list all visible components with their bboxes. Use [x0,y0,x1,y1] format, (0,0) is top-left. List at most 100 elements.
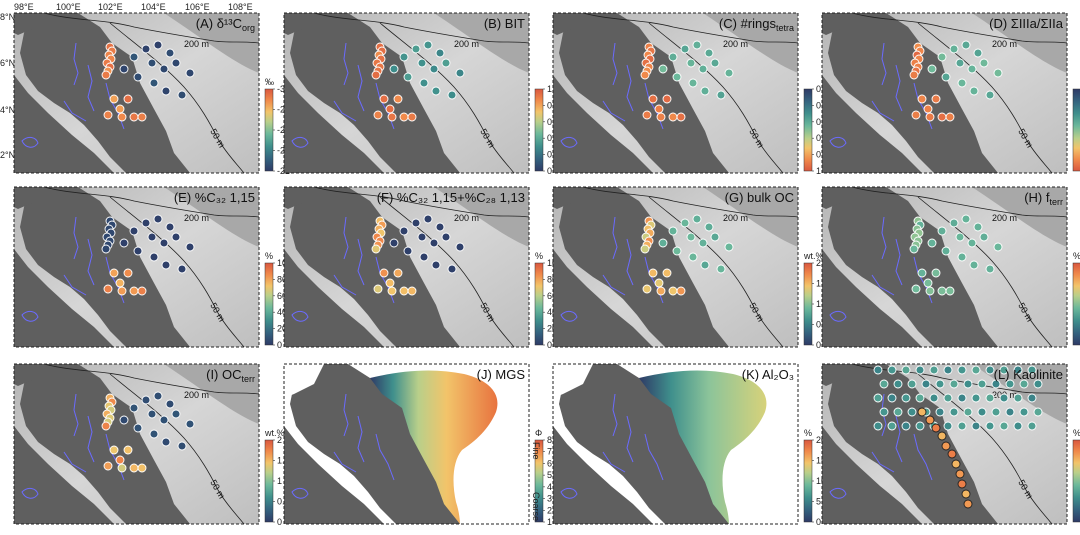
panel-title: (F) %C₃₂ 1,15+%C₂₈ 1,13 [377,190,525,205]
river [871,451,895,473]
station-marker [873,365,883,375]
station-marker [165,399,175,409]
station-marker [133,246,143,256]
station-marker [1027,421,1037,431]
station-marker [973,222,983,232]
river [343,393,349,437]
station-marker [387,112,397,122]
station-marker [119,238,129,248]
river [73,216,79,260]
map-area: 200 m50 m [553,187,798,347]
lake-outline [829,487,847,499]
map-area: 200 m50 m [14,187,259,347]
station-marker [109,94,119,104]
contour-label-200m: 200 m [184,39,209,49]
station-marker [999,393,1009,403]
station-marker [893,407,903,417]
panel-title: (K) Al₂O₃ [742,367,794,382]
river [895,64,903,112]
panel-title: (A) δ¹³Corg [196,16,255,33]
colorbar-tick-label: 60 [277,291,287,301]
colorbar-gradient [264,262,274,346]
panel-frame [821,186,1068,348]
station-marker [937,431,947,441]
station-marker [943,365,953,375]
station-marker [129,52,139,62]
panel-frame [283,363,530,525]
contour-label-200m: 200 m [723,213,748,223]
deep-sea [434,187,529,247]
station-marker [379,94,389,104]
deep-sea [164,13,259,73]
station-marker [115,455,125,465]
station-marker [379,268,389,278]
colorbar-unit: Φ [535,428,542,438]
station-marker [455,68,465,78]
contour-200m [582,13,798,44]
river [626,238,634,286]
station-marker [1019,407,1029,417]
station-marker [447,90,457,100]
lon-label: 100°E [56,2,81,12]
station-marker [423,214,433,224]
lon-labels: 98°E 100°E 102°E 104°E 106°E 108°E [14,2,253,12]
deep-sea [434,13,529,73]
colorbar-tick-label: 0 [547,166,552,176]
deep-sea [703,13,798,73]
colorbar-tick-label: 2 [277,435,282,445]
station-marker [961,489,971,499]
station-marker [177,264,187,274]
station-marker [1027,365,1037,375]
station-marker [977,379,987,389]
colorbar-gradient [1072,88,1080,172]
station-marker [455,242,465,252]
station-marker [879,407,889,417]
station-marker [873,421,883,431]
station-marker [411,218,421,228]
panel-frame [13,363,260,525]
river [73,42,79,86]
blank-area [553,364,593,398]
colorbar: 00.10.20.30.40.50.60.7 [1072,88,1080,172]
lake-outline [21,136,39,148]
station-marker [177,90,187,100]
land-north [284,13,310,35]
station-marker [153,214,163,224]
station-marker [915,365,925,375]
station-marker [957,421,967,431]
colorbar-gradient [803,262,813,346]
colorbar-tick-label: 1 [816,299,821,309]
land-peninsula [290,187,460,347]
colorbar-tick-label: 1 [816,166,821,176]
station-marker [447,264,457,274]
station-marker [917,94,927,104]
station-marker [700,260,710,270]
land-north [822,364,848,386]
panel-title-main: (A) δ¹³C [196,16,242,31]
colorbar-unit: % [535,251,543,261]
colorbar-unit: % [265,251,273,261]
station-marker [117,112,127,122]
river [73,393,79,437]
land-sumatra [553,249,653,347]
colorbar-gradient [534,439,544,523]
station-marker [411,44,421,54]
lon-label: 106°E [185,2,210,12]
station-marker [688,252,698,262]
panel-title-subscript: terr [1050,197,1064,207]
panel-title: (G) bulk OC [725,190,794,205]
station-marker [668,112,678,122]
station-marker [141,395,151,405]
river [375,433,395,481]
station-marker [901,393,911,403]
colorbar-tick-label: 0 [547,340,552,350]
station-marker [149,252,159,262]
lon-label: 108°E [228,2,253,12]
land-peninsula [559,187,729,347]
station-marker [153,391,163,401]
panel-frame [13,12,260,174]
map-area: 200 m50 m [822,13,1067,173]
station-marker [907,379,917,389]
